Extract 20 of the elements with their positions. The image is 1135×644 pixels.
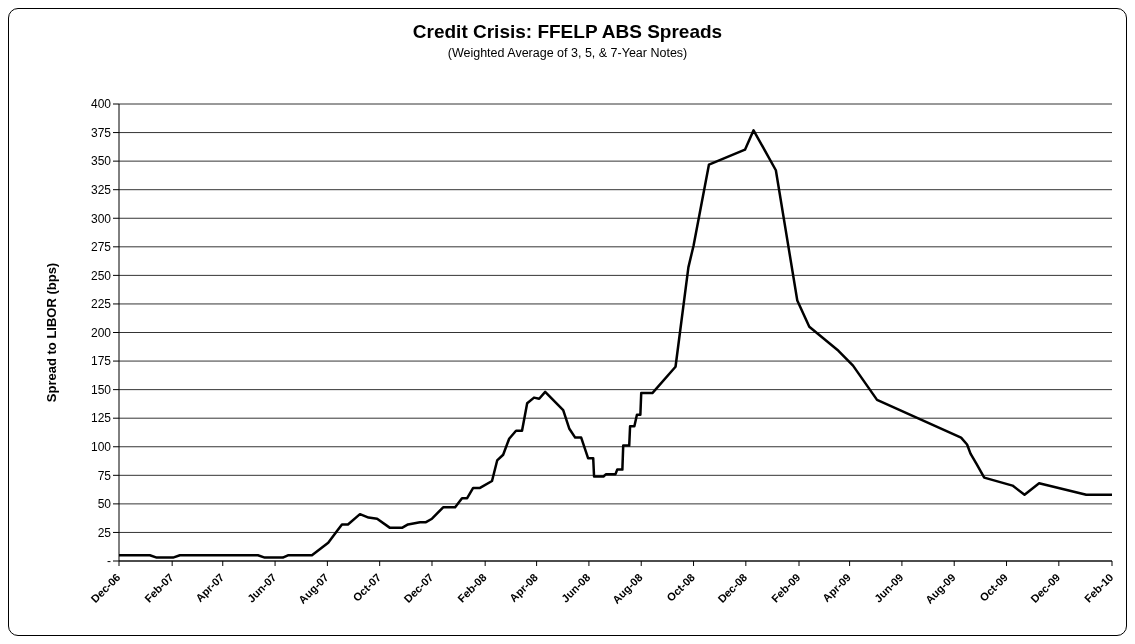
y-tick-label: 375 xyxy=(90,125,112,140)
y-tick-label: 225 xyxy=(90,297,112,312)
y-tick-label: 75 xyxy=(97,468,112,483)
y-tick-label: 275 xyxy=(90,240,112,255)
y-tick-label: 50 xyxy=(97,497,112,512)
y-tick-label: 25 xyxy=(97,525,112,540)
y-axis-title: Spread to LIBOR (bps) xyxy=(43,262,59,403)
chart-subtitle: (Weighted Average of 3, 5, & 7-Year Notes) xyxy=(446,46,689,60)
y-tick-label: 100 xyxy=(90,440,112,455)
y-tick-label: 325 xyxy=(90,182,112,197)
chart-title: Credit Crisis: FFELP ABS Spreads xyxy=(411,20,724,43)
y-tick-label: 300 xyxy=(90,211,112,226)
y-tick-label: 125 xyxy=(90,411,112,426)
y-tick-label: 200 xyxy=(90,325,112,340)
y-tick-label: - xyxy=(107,554,111,569)
y-tick-label: 350 xyxy=(90,154,112,169)
y-tick-label: 175 xyxy=(90,354,112,369)
y-tick-label: 150 xyxy=(90,382,112,397)
y-tick-label: 400 xyxy=(90,97,112,112)
y-tick-label: 250 xyxy=(90,268,112,283)
